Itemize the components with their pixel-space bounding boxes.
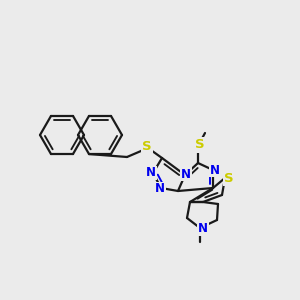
Text: S: S xyxy=(224,172,234,184)
Text: N: N xyxy=(210,164,220,176)
Text: N: N xyxy=(146,167,156,179)
Text: N: N xyxy=(198,223,208,236)
Text: N: N xyxy=(181,167,191,181)
Text: S: S xyxy=(195,139,205,152)
Text: N: N xyxy=(155,182,165,196)
Text: S: S xyxy=(142,140,152,154)
